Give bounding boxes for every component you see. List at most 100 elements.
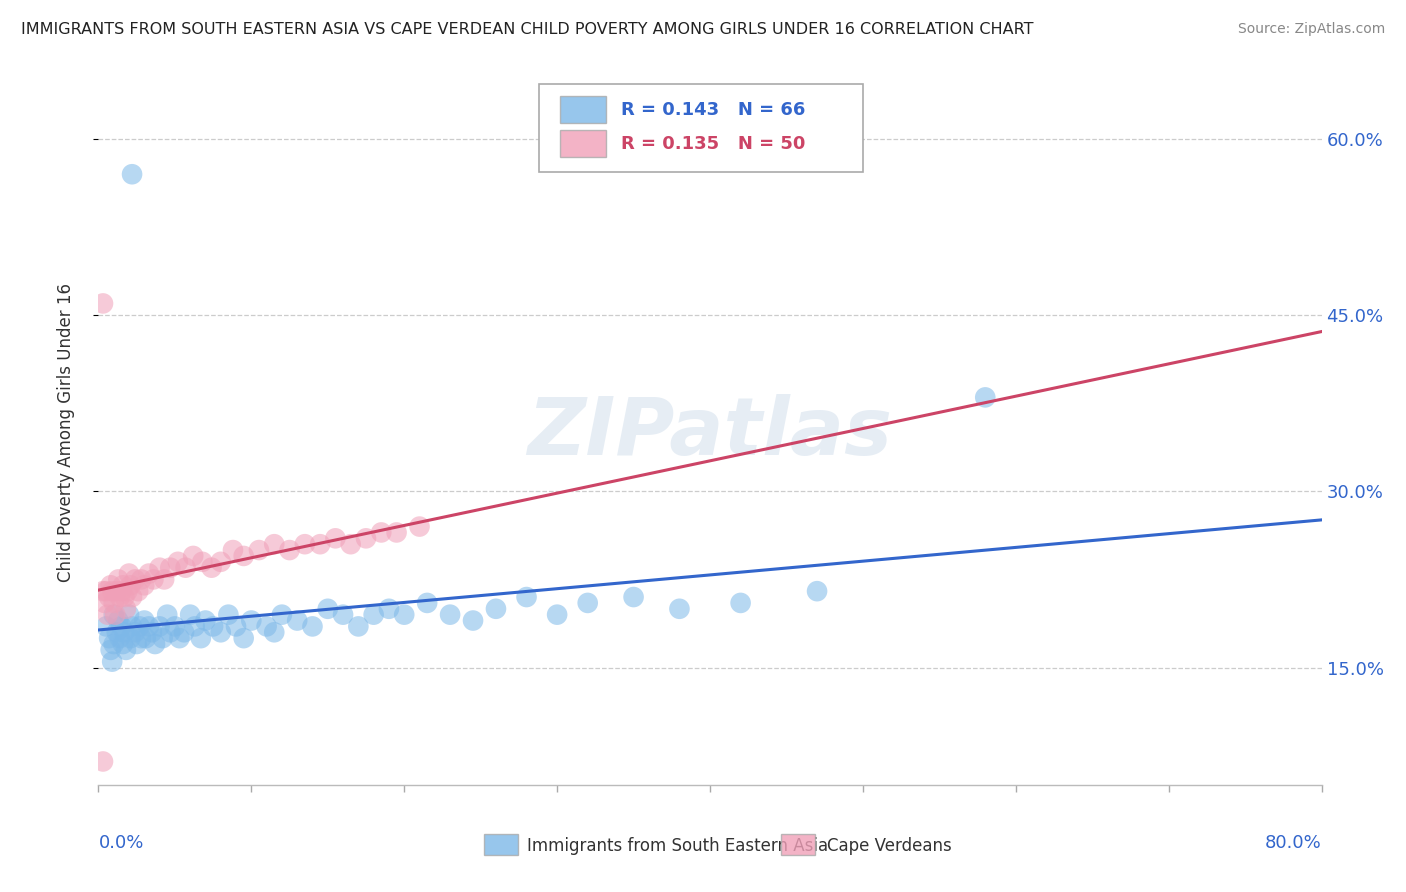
Point: [121, 590, 143, 604]
Point: [263, 537, 285, 551]
Text: Source: ZipAtlas.com: Source: ZipAtlas.com: [1237, 22, 1385, 37]
Point: [110, 619, 132, 633]
Point: [408, 519, 430, 533]
Point: [94, 619, 117, 633]
Point: [129, 573, 152, 587]
Point: [270, 607, 292, 622]
Point: [149, 560, 172, 574]
Point: [112, 625, 135, 640]
Text: R = 0.135   N = 50: R = 0.135 N = 50: [620, 135, 806, 153]
Point: [120, 631, 142, 645]
Point: [97, 607, 120, 622]
Point: [138, 566, 160, 581]
Point: [209, 625, 232, 640]
Point: [439, 607, 461, 622]
Point: [294, 537, 316, 551]
Point: [118, 566, 141, 581]
Point: [153, 573, 176, 587]
Point: [202, 619, 225, 633]
Point: [107, 573, 129, 587]
Point: [385, 525, 408, 540]
FancyBboxPatch shape: [538, 84, 863, 172]
Point: [363, 607, 385, 622]
Point: [167, 555, 190, 569]
Point: [94, 584, 117, 599]
Point: [159, 625, 181, 640]
Point: [232, 631, 254, 645]
Point: [332, 607, 354, 622]
Point: [117, 584, 139, 599]
Point: [103, 596, 125, 610]
Point: [124, 573, 146, 587]
Point: [668, 601, 690, 615]
Bar: [780, 834, 815, 855]
Point: [173, 625, 195, 640]
Point: [108, 631, 131, 645]
Point: [316, 601, 339, 615]
Point: [115, 643, 138, 657]
Point: [200, 560, 222, 574]
Point: [209, 555, 232, 569]
Point: [121, 619, 143, 633]
Text: Immigrants from South Eastern Asia: Immigrants from South Eastern Asia: [526, 837, 828, 855]
Point: [105, 584, 128, 599]
Point: [101, 655, 124, 669]
Point: [135, 631, 157, 645]
Point: [222, 543, 245, 558]
Point: [115, 601, 138, 615]
Point: [107, 614, 129, 628]
Point: [108, 590, 131, 604]
Point: [105, 625, 128, 640]
Point: [169, 631, 191, 645]
Point: [485, 601, 508, 615]
Point: [91, 296, 114, 310]
Point: [152, 631, 174, 645]
Point: [118, 607, 141, 622]
Point: [124, 625, 146, 640]
Point: [730, 596, 752, 610]
Point: [156, 607, 179, 622]
Point: [278, 543, 301, 558]
Point: [217, 607, 239, 622]
Point: [339, 537, 361, 551]
Point: [190, 631, 212, 645]
Point: [93, 596, 115, 610]
Point: [104, 607, 127, 622]
Point: [240, 614, 263, 628]
Point: [247, 543, 270, 558]
Text: ZIPatlas: ZIPatlas: [527, 393, 893, 472]
Point: [325, 531, 347, 545]
Point: [191, 555, 214, 569]
Point: [392, 607, 416, 622]
Point: [129, 631, 152, 645]
Point: [159, 560, 181, 574]
Point: [461, 614, 484, 628]
Point: [623, 590, 645, 604]
Point: [110, 584, 132, 599]
Point: [91, 584, 114, 599]
Point: [301, 619, 323, 633]
Point: [263, 625, 285, 640]
Point: [112, 590, 135, 604]
Point: [111, 578, 134, 592]
Point: [256, 619, 278, 633]
Point: [309, 537, 332, 551]
Point: [416, 596, 439, 610]
Point: [98, 631, 121, 645]
Bar: [560, 96, 606, 123]
Point: [806, 584, 828, 599]
Bar: [560, 130, 606, 157]
Point: [179, 607, 201, 622]
Point: [163, 619, 186, 633]
Point: [121, 167, 143, 181]
Point: [181, 549, 204, 563]
Point: [100, 643, 122, 657]
Point: [101, 584, 124, 599]
Point: [125, 637, 148, 651]
Point: [194, 614, 217, 628]
Point: [347, 619, 370, 633]
Point: [142, 573, 165, 587]
Point: [91, 755, 114, 769]
Bar: [484, 834, 517, 855]
Point: [103, 637, 125, 651]
